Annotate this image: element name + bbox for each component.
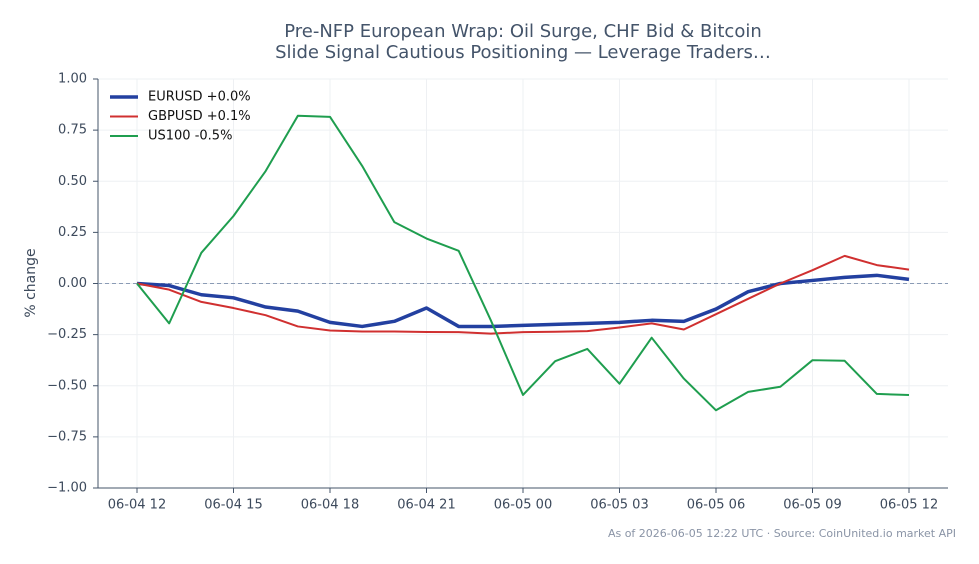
x-tick-label: 06-05 12: [880, 498, 938, 513]
series-line: [136, 254, 910, 335]
y-tick-label: 0.75: [58, 123, 87, 138]
y-tick-label: 0.25: [58, 225, 87, 240]
x-tick-label: 06-04 18: [301, 498, 359, 513]
y-tick-label: 0.50: [58, 174, 87, 189]
legend-label: US100 -0.5%: [148, 129, 232, 144]
x-tick-label: 06-04 15: [204, 498, 262, 513]
legend-label: EURUSD +0.0%: [148, 90, 251, 105]
chart-title: Slide Signal Cautious Positioning — Leve…: [275, 42, 771, 63]
y-tick-label: −0.25: [47, 327, 87, 342]
y-tick-label: −1.00: [47, 481, 87, 496]
x-tick-label: 06-04 21: [397, 498, 455, 513]
y-axis-label: % change: [23, 248, 39, 317]
x-tick-label: 06-05 06: [687, 498, 745, 513]
y-tick-label: −0.75: [47, 429, 87, 444]
y-tick-label: −0.50: [47, 378, 87, 393]
x-tick-label: 06-04 12: [108, 498, 166, 513]
legend-label: GBPUSD +0.1%: [148, 109, 251, 124]
y-tick-label: 1.00: [58, 72, 87, 87]
y-tick-label: 0.00: [58, 276, 87, 291]
footnote: As of 2026-06-05 12:22 UTC · Source: Coi…: [608, 527, 956, 540]
x-tick-label: 06-05 00: [494, 498, 552, 513]
series-line: [136, 114, 910, 412]
x-tick-label: 06-05 03: [590, 498, 648, 513]
x-tick-label: 06-05 09: [783, 498, 841, 513]
chart-title: Pre-NFP European Wrap: Oil Surge, CHF Bi…: [284, 21, 762, 42]
